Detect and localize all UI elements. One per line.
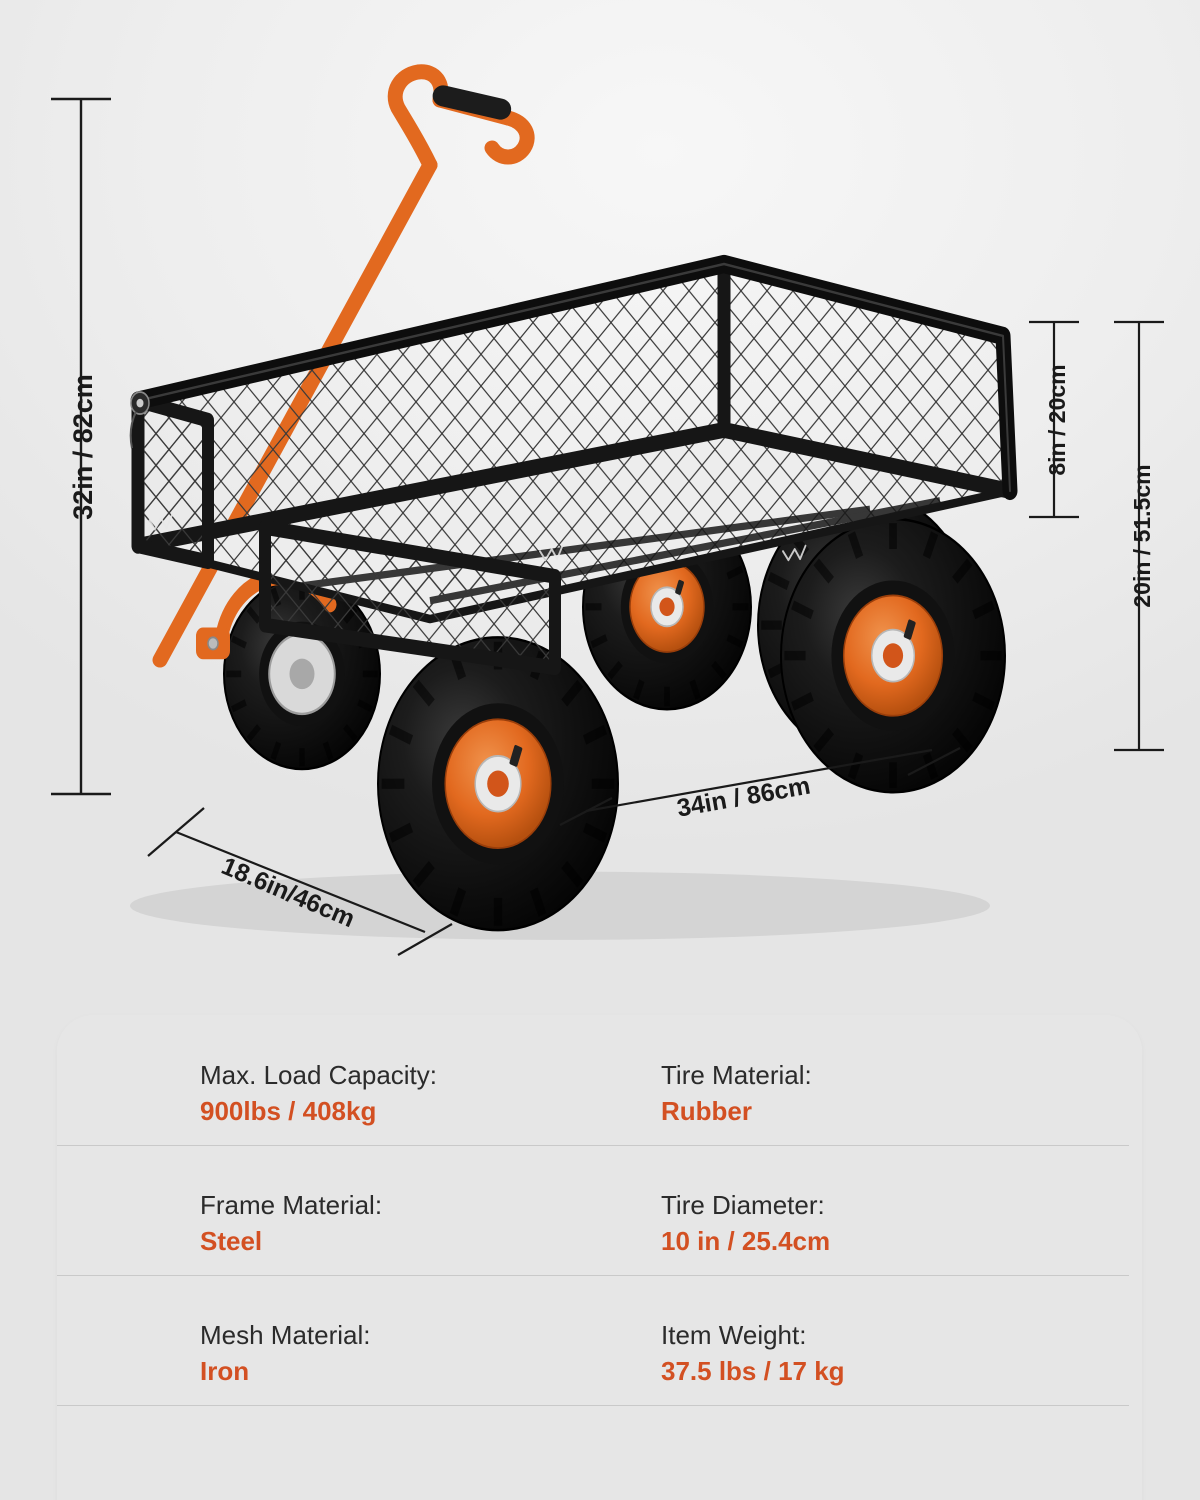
svg-text:32in / 82cm: 32in / 82cm — [68, 374, 98, 520]
svg-text:8in / 20cm: 8in / 20cm — [1044, 364, 1070, 475]
svg-text:20in / 51.5cm: 20in / 51.5cm — [1129, 464, 1155, 607]
svg-text:34in / 86cm: 34in / 86cm — [675, 772, 813, 823]
